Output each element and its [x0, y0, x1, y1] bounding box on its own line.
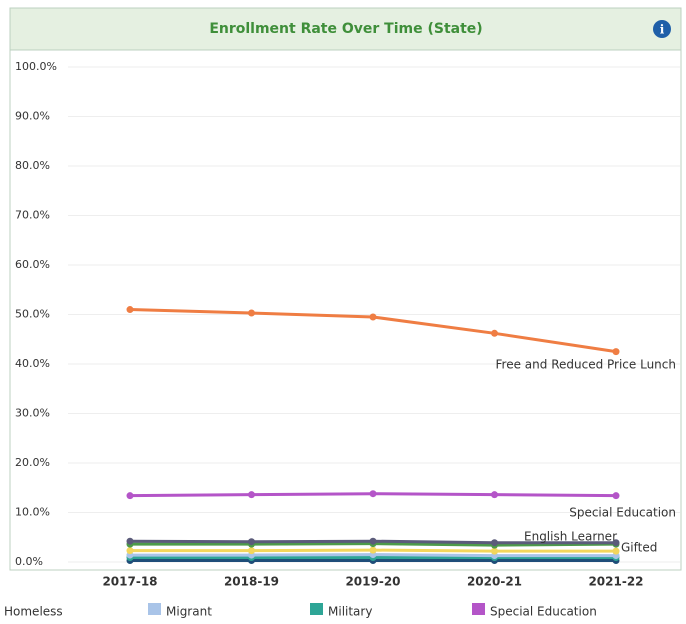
series-point: [612, 348, 620, 356]
legend-label: Homeless: [4, 605, 63, 619]
series-point: [491, 547, 498, 555]
series-point: [248, 491, 255, 499]
info-icon-glyph: i: [660, 23, 665, 37]
y-tick-label: 100.0%: [15, 60, 57, 73]
series-point: [612, 547, 620, 555]
series-point: [491, 329, 498, 337]
series-point: [612, 492, 620, 500]
y-tick-label: 0.0%: [15, 555, 43, 568]
legend-label: Special Education: [490, 605, 597, 619]
series-point: [369, 313, 377, 321]
series-point: [491, 491, 498, 499]
y-tick-label: 80.0%: [15, 159, 50, 172]
chart-title: Enrollment Rate Over Time (State): [209, 21, 482, 37]
x-tick-label: 2018-19: [224, 575, 279, 589]
series-point: [126, 547, 134, 555]
series-end-label: English Learner: [524, 530, 617, 544]
legend-swatch: [310, 603, 323, 615]
x-tick-label: 2020-21: [467, 575, 522, 589]
series-point: [369, 537, 377, 545]
x-tick-label: 2021-22: [588, 575, 643, 589]
chart-frame: [9, 7, 682, 571]
legend-label: Military: [328, 605, 372, 619]
legend-swatch: [148, 603, 161, 615]
y-tick-label: 20.0%: [15, 456, 50, 469]
x-tick-label: 2017-18: [102, 575, 157, 589]
legend-label: Migrant: [166, 605, 212, 619]
series-end-label: Free and Reduced Price Lunch: [496, 358, 676, 372]
series-point: [248, 538, 255, 546]
series-point: [126, 537, 134, 545]
y-tick-label: 30.0%: [15, 407, 50, 420]
x-tick-label: 2019-20: [345, 575, 400, 589]
header: [9, 7, 682, 51]
series-end-label: Gifted: [621, 541, 657, 555]
series-point: [612, 539, 620, 547]
series-end-label: Special Education: [569, 506, 676, 520]
legend-swatch: [472, 603, 485, 615]
series-point: [126, 306, 134, 314]
series-point: [126, 492, 134, 500]
y-tick-label: 60.0%: [15, 258, 50, 271]
y-tick-label: 50.0%: [15, 308, 50, 321]
series-point: [369, 546, 377, 554]
info-icon[interactable]: [653, 20, 671, 38]
y-tick-label: 70.0%: [15, 209, 50, 222]
y-tick-label: 90.0%: [15, 110, 50, 123]
series-point: [491, 539, 498, 547]
series-point: [248, 309, 255, 317]
y-tick-label: 40.0%: [15, 357, 50, 370]
y-tick-label: 10.0%: [15, 506, 50, 519]
series-point: [369, 490, 377, 498]
series-point: [248, 547, 255, 555]
